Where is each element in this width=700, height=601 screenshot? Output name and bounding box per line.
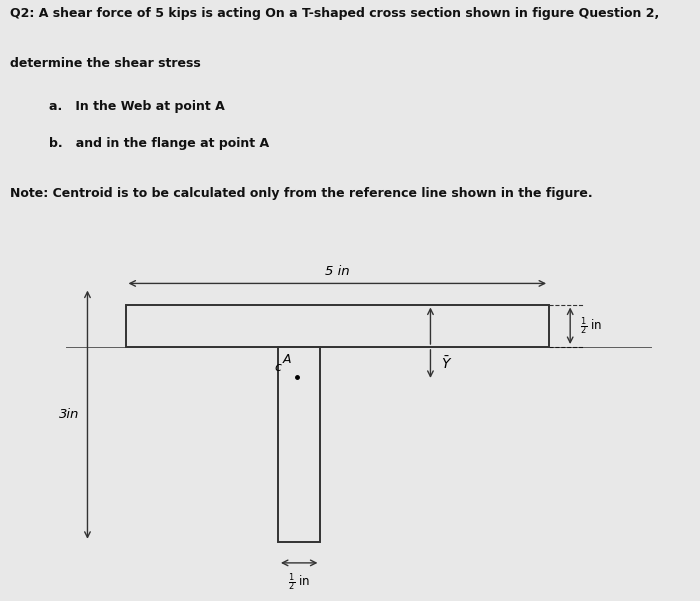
Text: 5 in: 5 in bbox=[325, 266, 349, 278]
Text: $\frac{1}{2}$ in: $\frac{1}{2}$ in bbox=[580, 315, 603, 337]
Text: a.   In the Web at point A: a. In the Web at point A bbox=[49, 100, 225, 114]
Text: $\bar{Y}$: $\bar{Y}$ bbox=[442, 355, 453, 372]
Text: b.   and in the flange at point A: b. and in the flange at point A bbox=[49, 137, 269, 150]
Bar bbox=[125, 305, 549, 347]
Text: A: A bbox=[282, 353, 290, 366]
Text: Note: Centroid is to be calculated only from the reference line shown in the fig: Note: Centroid is to be calculated only … bbox=[10, 188, 593, 200]
Text: Q2: A shear force of 5 kips is acting On a T-shaped cross section shown in figur: Q2: A shear force of 5 kips is acting On… bbox=[10, 7, 659, 20]
Text: determine the shear stress: determine the shear stress bbox=[10, 57, 202, 70]
Text: $c$: $c$ bbox=[274, 361, 282, 374]
Text: $\frac{1}{2}$ in: $\frac{1}{2}$ in bbox=[288, 572, 310, 593]
Bar bbox=[278, 347, 321, 542]
Text: 3in: 3in bbox=[59, 408, 79, 421]
